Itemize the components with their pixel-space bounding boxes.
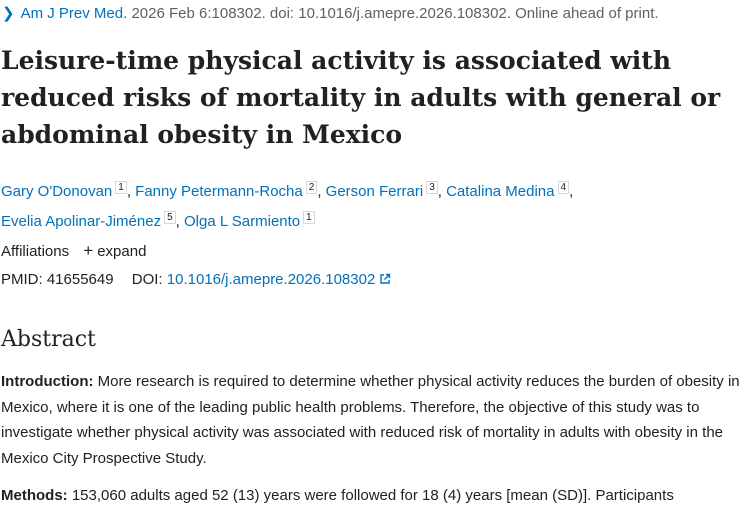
abstract-introduction: Introduction: More research is required … <box>1 369 749 471</box>
affiliation-number[interactable]: 3 <box>426 181 438 194</box>
author-link[interactable]: Catalina Medina <box>446 183 555 200</box>
pmid-label: PMID: <box>1 271 43 288</box>
methods-label: Methods: <box>1 487 68 504</box>
abstract-methods: Methods: 153,060 adults aged 52 (13) yea… <box>1 483 749 509</box>
abstract-heading: Abstract <box>1 327 96 352</box>
affiliation-number[interactable]: 5 <box>164 211 176 224</box>
author-link[interactable]: Olga L Sarmiento <box>183 213 301 230</box>
affiliation-number[interactable]: 2 <box>305 181 318 194</box>
journal-link[interactable]: Am J Prev Med. <box>20 5 128 22</box>
external-link-icon <box>380 273 391 284</box>
affiliation-number[interactable]: 1 <box>115 181 127 194</box>
doi-link[interactable]: 10.1016/j.amepre.2026.108302 <box>167 271 392 288</box>
author-link[interactable]: Fanny Petermann-Rocha <box>135 183 303 200</box>
doi-label: DOI: <box>131 271 163 288</box>
affiliations-label: Affiliations <box>1 243 70 260</box>
expand-label: expand <box>97 243 147 260</box>
plus-icon: + <box>83 241 94 260</box>
introduction-label: Introduction: <box>1 373 94 390</box>
methods-text: 153,060 adults aged 52 (13) years were f… <box>71 487 674 504</box>
author-link[interactable]: Gerson Ferrari <box>325 183 424 200</box>
pmid-value: 41655649 <box>46 271 114 288</box>
affiliation-number[interactable]: 4 <box>557 181 570 194</box>
affiliations-row: Affiliations + expand <box>1 241 146 261</box>
citation-line: ❯ Am J Prev Med. 2026 Feb 6:108302. doi: … <box>2 4 659 22</box>
expand-affiliations-button[interactable]: + expand <box>83 241 147 260</box>
identifiers-row: PMID: 41655649 DOI: 10.1016/j.amepre.202… <box>1 271 391 288</box>
author-link[interactable]: Evelia Apolinar-Jiménez <box>1 213 162 230</box>
introduction-text: More research is required to determine w… <box>1 373 740 467</box>
chevron-right-icon: ❯ <box>2 5 15 22</box>
author-link[interactable]: Gary O'Donovan <box>1 183 113 200</box>
article-title: Leisure-time physical activity is associ… <box>1 46 721 149</box>
doi-value: 10.1016/j.amepre.2026.108302 <box>166 271 376 288</box>
author-list: Gary O'Donovan 1, Fanny Petermann-Rocha 2,… <box>1 181 574 230</box>
citation-details: 2026 Feb 6:108302. doi: 10.1016/j.amepre… <box>131 5 659 22</box>
affiliation-number[interactable]: 1 <box>303 211 315 224</box>
